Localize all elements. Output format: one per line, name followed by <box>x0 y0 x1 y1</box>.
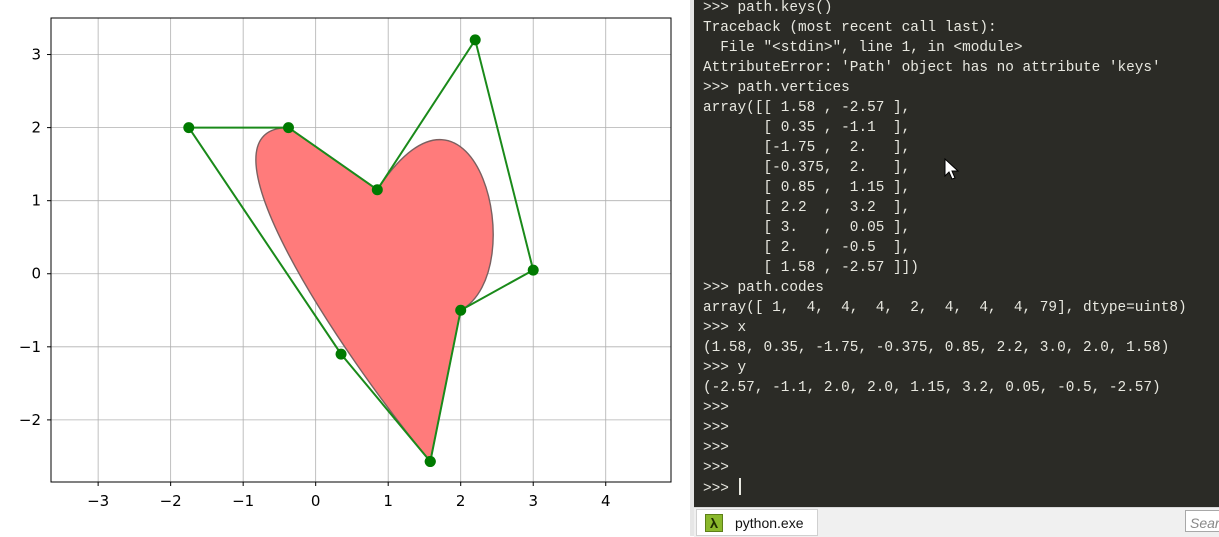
data-point <box>335 348 347 360</box>
console-line: (1.58, 0.35, -1.75, -0.375, 0.85, 2.2, 3… <box>703 340 1170 356</box>
console-line: [ 0.35 , -1.1 ], <box>703 120 911 136</box>
console-line: >>> x <box>703 320 747 336</box>
data-point <box>527 264 539 276</box>
x-tick-label: 3 <box>528 492 538 510</box>
data-point <box>455 304 467 316</box>
console-line: Traceback (most recent call last): <box>703 20 997 36</box>
console-line: [ 2.2 , 3.2 ], <box>703 200 911 216</box>
data-point <box>371 184 383 196</box>
search-input[interactable]: Search <box>1185 510 1219 532</box>
console-prompt-line: >>> <box>703 478 1187 498</box>
console-line: [ 1.58 , -2.57 ]]) <box>703 260 919 276</box>
console-output: >>> path.keys() Traceback (most recent ca… <box>703 0 1187 498</box>
console-line: [ 3. , 0.05 ], <box>703 220 911 236</box>
console-line: >>> path.codes <box>703 280 824 296</box>
taskbar: python.exe Search <box>694 507 1219 537</box>
data-point <box>183 122 195 134</box>
console-line: >>> <box>703 440 729 456</box>
x-tick-label: −3 <box>87 492 109 510</box>
axes-frame <box>50 17 672 483</box>
console-line: [-1.75 , 2. ], <box>703 140 911 156</box>
console-line: File "<stdin>", line 1, in <module> <box>703 40 1023 56</box>
console-line: AttributeError: 'Path' object has no att… <box>703 60 1161 76</box>
x-tick-label: 2 <box>456 492 466 510</box>
chart: −3 −2 −1 0 1 2 3 4 −2 −1 0 1 2 3 <box>19 17 672 510</box>
window-divider <box>690 0 694 536</box>
console-line: array([ 1, 4, 4, 4, 2, 4, 4, 4, 79], dty… <box>703 300 1187 316</box>
taskbar-app-label: python.exe <box>735 514 804 531</box>
lambda-icon <box>705 513 723 532</box>
console-line: >>> <box>703 460 729 476</box>
mouse-pointer-icon <box>944 158 960 180</box>
x-tick-label: 1 <box>383 492 393 510</box>
python-console[interactable]: >>> path.keys() Traceback (most recent ca… <box>694 0 1219 507</box>
y-tick-label: 2 <box>31 119 41 137</box>
console-line: >>> <box>703 400 729 416</box>
console-line: [ 2. , -0.5 ], <box>703 240 911 256</box>
console-line: >>> <box>703 420 729 436</box>
x-tick-label: 0 <box>311 492 321 510</box>
x-tick-label: −1 <box>232 492 254 510</box>
console-line: >>> path.keys() <box>703 0 833 16</box>
console-line: >>> path.vertices <box>703 80 850 96</box>
y-tick-label: −1 <box>19 338 41 356</box>
x-tick-label: 4 <box>601 492 611 510</box>
search-placeholder: Search <box>1190 515 1219 531</box>
y-tick-label: −2 <box>19 411 41 429</box>
plot-panel: −3 −2 −1 0 1 2 3 4 −2 −1 0 1 2 3 <box>18 17 672 510</box>
console-line: array([[ 1.58 , -2.57 ], <box>703 100 911 116</box>
data-points <box>183 34 539 468</box>
heart-patch <box>255 126 494 464</box>
data-point <box>469 34 481 46</box>
taskbar-python-button[interactable]: python.exe <box>696 509 818 536</box>
y-tick-label: 3 <box>31 46 41 64</box>
console-line: [ 0.85 , 1.15 ], <box>703 180 911 196</box>
console-line: >>> y <box>703 360 747 376</box>
console-line: [-0.375, 2. ], <box>703 160 911 176</box>
x-tick-label: −2 <box>160 492 182 510</box>
y-tick-label: 0 <box>31 265 41 283</box>
axis-ticks: −3 −2 −1 0 1 2 3 4 −2 −1 0 1 2 3 <box>19 46 611 510</box>
console-line: (-2.57, -1.1, 2.0, 2.0, 1.15, 3.2, 0.05,… <box>703 380 1161 396</box>
y-tick-label: 1 <box>31 192 41 210</box>
text-cursor <box>738 478 741 495</box>
data-point <box>282 122 294 134</box>
data-point <box>424 456 436 468</box>
